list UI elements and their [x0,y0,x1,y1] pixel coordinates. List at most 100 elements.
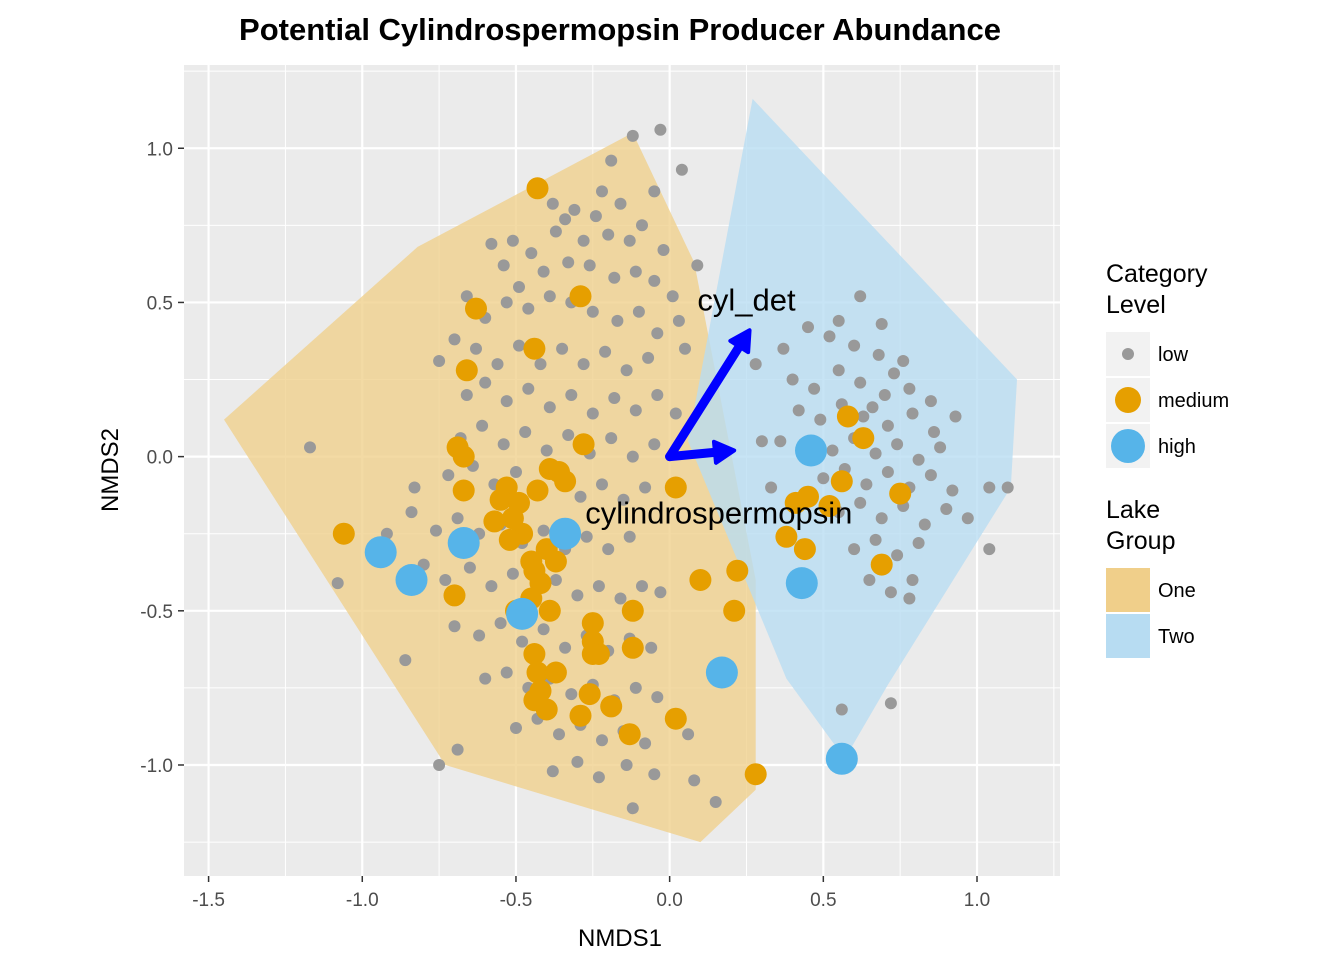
point-low [605,154,618,167]
point-medium [836,405,859,428]
y-axis-title: NMDS2 [97,428,124,512]
point-low [399,654,412,667]
point-medium [664,476,687,499]
point-low [500,296,513,309]
point-low [433,759,446,771]
point-low [553,728,565,741]
point-low [672,314,685,327]
point-low [617,493,630,506]
point-low [485,580,498,593]
point-low [792,404,805,417]
point-low [817,472,830,485]
point-low [463,561,476,574]
point-high [395,564,428,596]
vector-arrowhead [728,328,752,355]
point-low [602,543,615,556]
point-low [559,213,572,226]
point-low [623,530,636,543]
point-medium [544,661,567,684]
point-high [785,567,818,600]
point-low [891,549,904,562]
point-low [485,237,498,250]
point-low [331,577,344,590]
point-medium [544,550,567,573]
point-low [645,641,658,654]
x-tick-label: 0.5 [810,890,836,911]
point-high [364,536,397,569]
point-medium [523,643,546,665]
point-low [814,413,827,426]
point-low [679,342,691,355]
hull-two [688,98,1017,759]
point-low [460,290,473,303]
point-medium [526,661,549,684]
point-high [506,597,539,630]
point-low [537,524,550,537]
point-medium [723,599,746,622]
point-low [854,496,867,509]
point-low [924,395,937,408]
point-medium [443,584,466,607]
point-low [571,755,584,768]
x-tick-label: -1.5 [192,890,225,911]
point-low [903,592,916,605]
point-low [906,407,919,420]
point-low [586,305,599,318]
chart-title: Potential Cylindrospermopsin Producer Ab… [239,12,1001,47]
legend-entry-high: high [1106,424,1196,468]
legend-key-fill [1106,568,1150,612]
point-medium [889,482,912,505]
point-medium [452,445,475,468]
point-low [568,203,581,216]
point-low [439,574,452,586]
point-low [614,592,627,605]
point-low [854,290,867,303]
point-low [888,367,900,380]
environmental-vectors: cyl_det cylindrospermopsin [585,283,852,531]
point-low [875,318,888,330]
vector-label: cylindrospermopsin [585,495,852,530]
point-medium [554,470,577,493]
point-low [491,358,504,371]
point-low [534,358,547,371]
point-low [565,688,578,701]
legends: Category Level low medium high Lake Group One Tw… [1106,260,1229,658]
point-low [442,469,455,482]
point-low [614,197,627,210]
point-low [669,407,682,420]
point-medium [581,643,604,665]
point-low [648,185,661,198]
point-low [586,407,599,420]
point-low [881,419,894,432]
legend-title-line: Level [1106,291,1166,319]
legend-key-fill [1106,614,1150,658]
point-high [795,434,827,467]
vector-arrowhead [711,439,737,465]
y-tick-label: 0.0 [147,448,173,469]
point-low [860,478,873,491]
point-low [940,503,953,515]
point-low [774,435,787,448]
legend-title-line: Category [1106,260,1208,288]
point-low [983,481,996,494]
point-low [479,672,492,685]
point-low [946,484,959,497]
point-low [571,589,584,602]
point-low [869,533,882,546]
point-low [709,796,722,808]
point-low [611,314,624,327]
point-low [304,441,316,454]
series-high [364,434,858,775]
point-low [777,342,790,355]
point-low [648,768,661,781]
point-medium [526,177,549,200]
point-low [654,586,667,599]
legend-entry-one: One [1106,568,1196,612]
point-low [651,691,664,704]
point-low [522,382,535,395]
point-medium [535,698,558,721]
point-low [832,364,845,377]
point-low [632,305,645,318]
point-medium [852,427,875,450]
point-medium [526,479,549,502]
